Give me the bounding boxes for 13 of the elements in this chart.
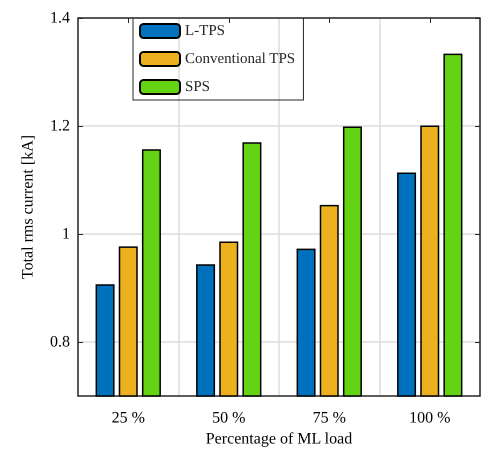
legend-label: Conventional TPS xyxy=(185,51,296,67)
y-tick-label: 1 xyxy=(62,226,70,242)
x-tick-label: 100 % xyxy=(409,410,450,426)
x-tick-label: 75 % xyxy=(312,410,346,426)
legend-label: L-TPS xyxy=(185,23,226,39)
x-tick-label: 25 % xyxy=(112,410,145,426)
x-tick-label: 50 % xyxy=(212,410,246,426)
y-tick-label: 1.4 xyxy=(50,10,70,26)
y-tick-label: 0.8 xyxy=(50,334,70,350)
x-axis-title: Percentage of ML load xyxy=(206,430,352,448)
legend-label: SPS xyxy=(185,79,210,95)
y-tick-label: 1.2 xyxy=(50,118,70,134)
y-axis-title: Total rms current [kA] xyxy=(20,134,36,280)
